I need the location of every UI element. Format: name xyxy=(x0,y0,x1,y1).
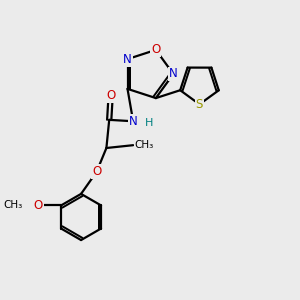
Text: S: S xyxy=(196,98,203,111)
Text: CH₃: CH₃ xyxy=(135,140,154,150)
Text: O: O xyxy=(151,44,160,56)
Text: N: N xyxy=(169,68,178,80)
Text: O: O xyxy=(33,199,43,212)
Text: O: O xyxy=(92,165,101,178)
Text: O: O xyxy=(106,89,115,102)
Text: N: N xyxy=(129,115,137,128)
Text: H: H xyxy=(145,118,153,128)
Text: N: N xyxy=(123,52,132,66)
Text: CH₃: CH₃ xyxy=(3,200,22,210)
